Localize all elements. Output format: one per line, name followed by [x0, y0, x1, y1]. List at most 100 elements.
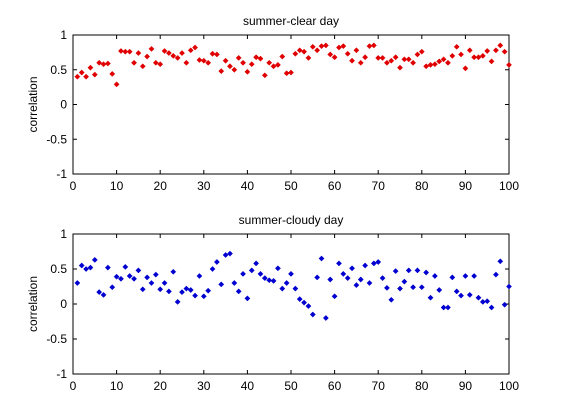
data-point	[152, 59, 159, 66]
data-point	[266, 59, 273, 66]
data-point	[170, 268, 177, 275]
data-point	[405, 56, 412, 63]
data-point	[288, 270, 294, 277]
data-point	[261, 275, 268, 282]
data-point	[218, 68, 225, 75]
x-tick-label: 100	[499, 179, 519, 193]
data-point	[305, 54, 312, 61]
data-point	[126, 48, 133, 55]
data-point	[109, 284, 116, 291]
data-point	[104, 264, 111, 271]
data-point	[240, 270, 246, 277]
data-point	[370, 260, 377, 267]
data-point	[113, 273, 120, 280]
data-point	[183, 285, 190, 292]
data-point	[209, 50, 216, 57]
data-point	[144, 274, 151, 281]
data-point	[205, 287, 212, 294]
data-point	[274, 61, 281, 68]
data-point	[475, 54, 482, 61]
data-point	[104, 60, 111, 67]
data-point	[231, 280, 238, 286]
data-point	[405, 267, 412, 274]
data-point	[161, 280, 168, 286]
data-point	[248, 267, 255, 274]
data-point	[113, 81, 120, 88]
data-point	[471, 54, 478, 61]
data-point	[488, 58, 495, 65]
data-point	[466, 291, 473, 298]
data-point	[296, 47, 303, 54]
data-point	[205, 59, 212, 66]
data-point	[362, 262, 369, 269]
data-point	[83, 73, 90, 80]
data-point	[192, 292, 199, 299]
data-point	[427, 294, 434, 301]
data-point	[235, 288, 242, 295]
data-point	[322, 42, 329, 49]
data-point	[379, 275, 386, 282]
data-point	[318, 255, 325, 262]
data-point	[126, 273, 133, 279]
data-point	[440, 56, 447, 63]
data-point	[222, 252, 229, 258]
data-point	[91, 256, 98, 263]
x-tick-label: 0	[70, 379, 77, 393]
data-point	[152, 271, 159, 278]
data-point	[292, 285, 299, 292]
data-point	[479, 52, 486, 59]
y-tick-label: -1	[56, 167, 67, 181]
data-point	[445, 304, 451, 311]
data-point	[196, 57, 203, 63]
data-point	[397, 64, 403, 71]
x-tick-label: 40	[241, 379, 255, 393]
data-point	[370, 42, 377, 49]
data-point	[135, 50, 142, 57]
data-point	[131, 59, 137, 66]
data-point	[431, 273, 438, 279]
data-point	[344, 275, 351, 282]
data-point	[322, 315, 329, 321]
data-point	[240, 59, 246, 66]
data-point	[213, 259, 220, 265]
data-point	[462, 65, 469, 72]
data-point	[170, 52, 177, 59]
data-point	[144, 53, 151, 60]
data-point	[78, 262, 85, 269]
data-point	[253, 260, 260, 267]
data-point	[200, 57, 207, 64]
data-point	[309, 311, 316, 318]
data-point	[174, 298, 181, 305]
axes-frame	[72, 34, 510, 175]
data-point	[475, 294, 482, 301]
y-tick-label: 1	[60, 227, 67, 241]
data-point	[383, 59, 390, 66]
data-point	[274, 265, 281, 272]
y-tick-label: 0	[60, 297, 67, 311]
data-point	[414, 51, 421, 58]
data-point	[301, 48, 308, 55]
data-point	[484, 298, 491, 305]
data-point	[492, 47, 499, 54]
data-point	[331, 54, 338, 61]
data-point	[497, 258, 504, 265]
data-point	[83, 266, 90, 272]
y-tick-label: -0.5	[46, 132, 67, 146]
data-point	[340, 43, 347, 50]
x-tick-label: 100	[499, 379, 519, 393]
data-point	[357, 59, 364, 66]
data-point	[340, 270, 347, 277]
data-point	[506, 283, 512, 290]
x-tick-label: 30	[197, 379, 211, 393]
x-tick-label: 50	[284, 179, 298, 193]
data-point	[392, 268, 399, 275]
data-point	[244, 295, 251, 302]
data-point	[314, 274, 321, 281]
data-point	[200, 293, 207, 300]
data-point	[401, 56, 408, 63]
data-point	[501, 48, 508, 55]
data-point	[397, 285, 403, 292]
data-point	[165, 50, 172, 57]
data-point	[139, 63, 146, 70]
chart-title: summer-clear day	[243, 14, 339, 28]
